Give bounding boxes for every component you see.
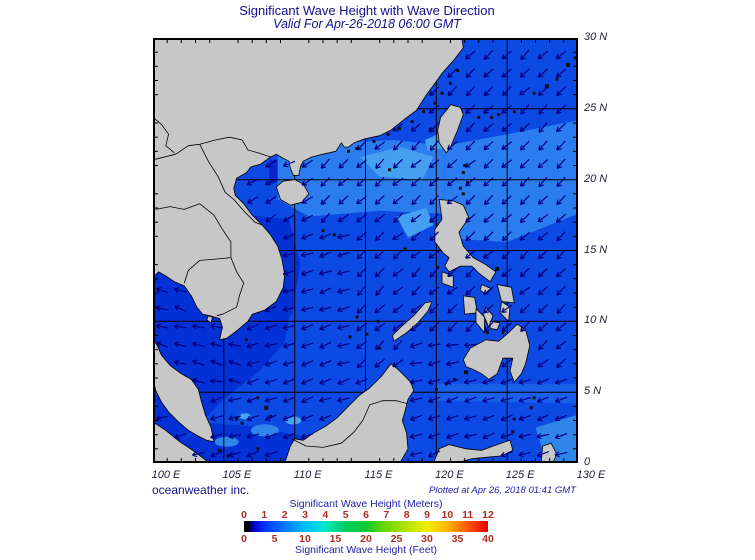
cb-tick-30: 30: [421, 533, 433, 545]
cb-tick-25: 25: [390, 533, 403, 545]
lat-label-10: 10 N: [584, 314, 608, 327]
country-borders: [153, 116, 407, 448]
lon-label-130: 130 E: [576, 469, 606, 481]
cb-tick-5: 5: [342, 509, 349, 521]
map-svg: [153, 38, 578, 463]
lat-label-0: 0: [584, 456, 591, 468]
cb-tick-2: 2: [281, 509, 288, 521]
lon-label-110: 110 E: [293, 469, 322, 481]
cb-tick-3: 3: [302, 509, 308, 521]
credit-text: oceanweather inc.: [152, 483, 250, 497]
cb-tick-11: 11: [462, 509, 474, 521]
land-hainan: [275, 179, 310, 206]
chart-valid-time: Valid For Apr-26-2018 06:00 GMT: [273, 17, 461, 31]
cb-tick-1: 1: [261, 509, 268, 521]
cb-tick-10: 10: [299, 533, 311, 545]
colorbar-meters-ticks: 0 1 2 3 4 5 6 7 8 9 10 11 12: [241, 509, 494, 521]
colorbar-feet-ticks: 0 5 10 15 20 25 30 35 40: [241, 533, 494, 545]
lon-label-115: 115 E: [364, 469, 393, 481]
plotted-timestamp: Plotted at Apr 26, 2018 01:41 GMT: [429, 485, 576, 496]
cb-tick-5: 5: [271, 533, 278, 545]
lon-label-105: 105 E: [222, 469, 252, 481]
cb-tick-6: 6: [363, 509, 369, 521]
colorbar-gradient: [244, 521, 488, 532]
land-taiwan: [437, 104, 464, 154]
land-sulawesi: [433, 439, 514, 463]
wave-direction-arrows: [155, 49, 568, 458]
land-leyte: [499, 301, 511, 322]
colorbar-feet-label: Significant Wave Height (Feet): [294, 544, 437, 556]
cb-tick-7: 7: [383, 509, 390, 521]
lon-label-120: 120 E: [434, 469, 464, 481]
land-mindanao: [462, 323, 531, 383]
land-bohol: [489, 320, 501, 331]
lat-label-25: 25 N: [584, 101, 608, 114]
cb-tick-0: 0: [241, 509, 247, 521]
lat-label-15: 15 N: [584, 243, 608, 256]
cb-tick-15: 15: [329, 533, 342, 545]
land-samar: [496, 284, 515, 304]
land-phu-quoc: [206, 315, 213, 324]
map-canvas: [153, 38, 578, 463]
colorbar-meters-label: Significant Wave Height (Meters): [289, 498, 443, 510]
cb-tick-4: 4: [322, 509, 329, 521]
lat-label-5: 5 N: [584, 385, 602, 398]
cb-tick-40: 40: [482, 533, 494, 545]
land-halmahera: [540, 442, 558, 463]
lat-label-30: 30 N: [584, 31, 608, 43]
latitude-axis: 30 N 25 N 20 N 15 N 10 N 5 N 0: [584, 31, 644, 470]
lat-label-20: 20 N: [584, 172, 608, 185]
landmasses: [153, 38, 558, 463]
cb-tick-8: 8: [403, 509, 410, 521]
cb-tick-35: 35: [451, 533, 464, 545]
cb-tick-9: 9: [424, 509, 430, 521]
lon-label-100: 100 E: [151, 469, 181, 481]
lon-label-125: 125 E: [505, 469, 535, 481]
map-frame: [153, 38, 578, 463]
cb-tick-12: 12: [482, 509, 494, 521]
cb-tick-10: 10: [441, 509, 454, 521]
cb-tick-20: 20: [360, 533, 372, 545]
cb-tick-0: 0: [241, 533, 247, 545]
chart-title: Significant Wave Height with Wave Direct…: [239, 3, 495, 18]
land-negros: [475, 308, 485, 334]
land-luzon: [434, 199, 497, 283]
longitude-axis: 100 E 105 E 110 E 115 E 120 E 125 E 130 E: [151, 469, 606, 483]
